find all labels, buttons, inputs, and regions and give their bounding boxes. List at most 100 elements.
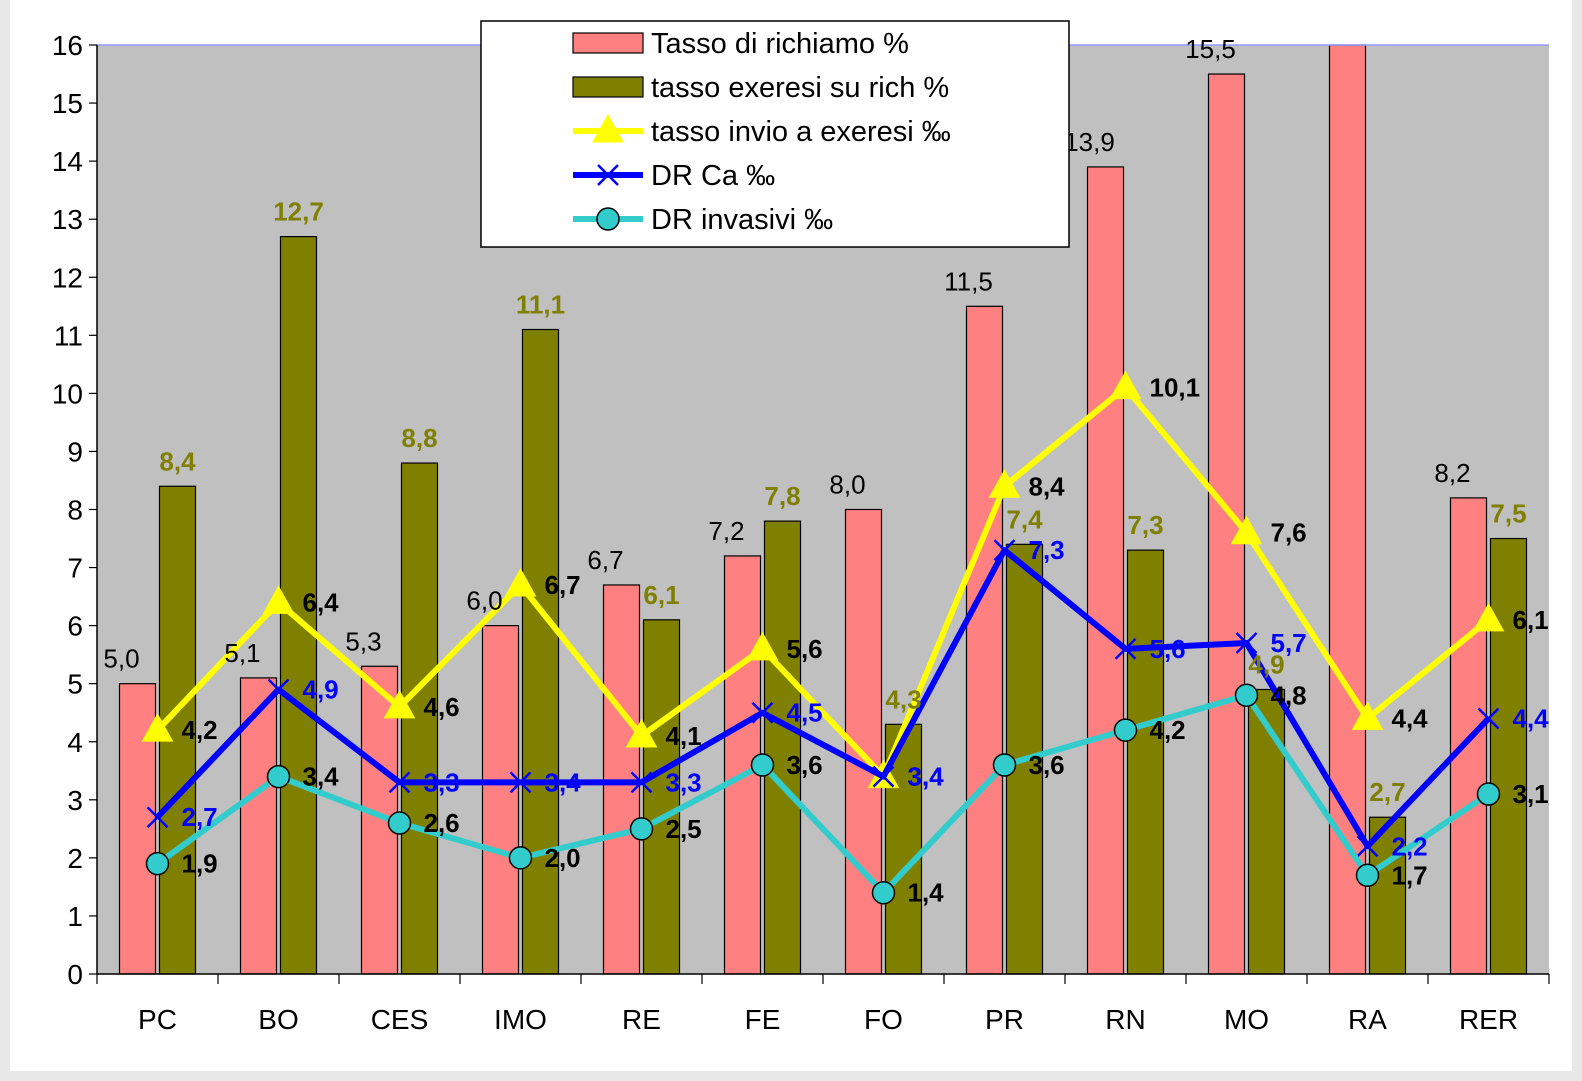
legend-marker-invio	[592, 113, 624, 143]
x-tick-label: IMO	[494, 1004, 547, 1035]
x-tick-label: PR	[985, 1004, 1024, 1035]
bottom-edge-strip	[0, 1071, 1582, 1081]
y-tick-label: 7	[67, 553, 83, 584]
data-label-exeresi-imo: 11,1	[516, 290, 565, 320]
line-dr-invasivi	[155, 692, 1491, 896]
bar-exeresi-re	[642, 619, 681, 975]
x-tick-label: RN	[1105, 1004, 1145, 1035]
data-label-dr-ca-pr: 7,3	[1029, 535, 1065, 565]
data-label-richiamo-re: 6,7	[587, 545, 623, 575]
data-label-exeresi-mo: 4,9	[1248, 649, 1284, 679]
marker-dr-ca-ra	[1356, 835, 1379, 858]
data-label-richiamo-fe: 7,2	[708, 516, 744, 546]
marker-dr-invasivi-fo	[871, 880, 896, 905]
y-tick-label: 11	[54, 320, 83, 351]
data-label-invio-re: 4,1	[666, 721, 702, 751]
data-label-dr-invasivi-fe: 3,6	[787, 750, 823, 780]
x-tick-label: RER	[1459, 1004, 1518, 1035]
data-label-dr-invasivi-rn: 4,2	[1150, 715, 1186, 745]
y-tick-label: 10	[52, 378, 83, 409]
x-tick-label: RA	[1348, 1004, 1387, 1035]
data-label-richiamo-pr: 11,5	[944, 266, 993, 296]
marker-dr-ca-re	[630, 771, 653, 794]
marker-dr-invasivi-rn	[1113, 718, 1138, 742]
legend-marker-dr-invasivi	[596, 207, 620, 231]
marker-dr-invasivi-mo	[1234, 683, 1259, 708]
bar-richiamo-rn	[1086, 166, 1125, 975]
line-dr-ca	[155, 547, 1491, 850]
y-tick-label: 0	[67, 959, 83, 990]
marker-invio-rer	[1472, 602, 1505, 632]
data-label-invio-imo: 6,7	[545, 570, 581, 600]
marker-invio-pc	[141, 713, 174, 742]
bar-exeresi-mo	[1247, 688, 1286, 975]
line-invio	[155, 384, 1491, 780]
data-labels-group: 5,0 5,1 5,3 6,0 6,7 7,2 8,0 11,5 13,9 15,5 8,2 8,4 1…	[103, 34, 1549, 908]
data-label-invio-bo: 6,4	[303, 587, 340, 617]
data-label-exeresi-rn: 7,3	[1127, 510, 1163, 540]
y-tick-label: 12	[52, 262, 83, 293]
marker-dr-ca-pc	[146, 806, 169, 829]
data-label-dr-ca-rer: 4,4	[1513, 704, 1550, 734]
marker-dr-invasivi-imo	[508, 846, 533, 870]
y-tick-label: 8	[67, 495, 83, 526]
y-tick-label: 15	[52, 88, 83, 119]
y-tick-label: 2	[67, 843, 83, 874]
data-label-dr-ca-re: 3,3	[666, 767, 702, 797]
bar-richiamo-pr	[965, 305, 1004, 975]
legend-marker-dr-ca	[597, 164, 619, 186]
legend-label-exeresi: tasso exeresi su rich %	[651, 72, 949, 104]
data-label-invio-fo: 3,4	[908, 762, 945, 792]
marker-dr-invasivi-ra	[1355, 863, 1380, 888]
x-tick-label: PC	[138, 1004, 177, 1035]
line-series-group	[141, 370, 1505, 905]
y-tick-label: 3	[67, 785, 83, 816]
data-label-dr-invasivi-re: 2,5	[666, 814, 702, 844]
x-tick-label: FE	[745, 1004, 781, 1035]
bar-exeresi-rn	[1126, 549, 1165, 975]
marker-dr-invasivi-ces	[387, 811, 412, 835]
y-tick-label: 5	[67, 669, 83, 700]
bar-exeresi-ces	[400, 462, 439, 975]
marker-dr-invasivi-fe	[750, 753, 775, 777]
marker-dr-ca-mo	[1235, 632, 1258, 654]
data-label-exeresi-fe: 7,8	[764, 481, 800, 511]
data-label-dr-ca-ra: 2,2	[1392, 831, 1428, 861]
legend: Tasso di richiamo % tasso exeresi su rich…	[480, 20, 1070, 248]
x-tick-label: BO	[258, 1004, 298, 1035]
bar-richiamo-imo	[481, 625, 520, 975]
data-label-richiamo-rn: 13,9	[1064, 127, 1115, 157]
marker-dr-ca-bo	[267, 678, 290, 701]
legend-swatch-richiamo	[572, 32, 644, 54]
data-label-exeresi-ces: 8,8	[401, 423, 437, 453]
marker-dr-invasivi-pr	[992, 753, 1017, 777]
data-label-exeresi-rer: 7,5	[1490, 499, 1526, 529]
data-label-dr-ca-bo: 4,9	[303, 674, 339, 704]
marker-dr-invasivi-re	[629, 817, 654, 841]
bar-exeresi-fe	[763, 520, 802, 975]
marker-dr-ca-rer	[1477, 707, 1500, 730]
data-label-richiamo-fo: 8,0	[829, 470, 865, 500]
data-label-invio-pc: 4,2	[182, 715, 218, 745]
data-label-exeresi-pc: 8,4	[159, 446, 196, 476]
data-label-richiamo-ces: 5,3	[345, 626, 381, 656]
data-label-richiamo-bo: 5,1	[224, 638, 260, 668]
data-label-exeresi-pr: 7,4	[1006, 504, 1043, 534]
y-tick-label: 16	[52, 30, 83, 61]
data-label-dr-invasivi-mo: 4,8	[1271, 680, 1307, 710]
legend-swatch-exeresi	[572, 76, 644, 98]
bar-exeresi-imo	[521, 328, 560, 975]
legend-label-invio: tasso invio a exeresi ‰	[651, 116, 951, 148]
legend-label-dr-invasivi: DR invasivi ‰	[651, 204, 833, 236]
bar-series-group	[118, 44, 1528, 975]
y-tick-label: 14	[52, 146, 83, 177]
data-label-invio-rer: 6,1	[1513, 605, 1549, 635]
y-tick-label: 1	[67, 901, 83, 932]
data-label-dr-ca-mo: 5,7	[1271, 628, 1307, 658]
x-tick-label: FO	[864, 1004, 903, 1035]
bar-richiamo-bo	[239, 677, 278, 975]
marker-dr-invasivi-bo	[266, 764, 291, 789]
